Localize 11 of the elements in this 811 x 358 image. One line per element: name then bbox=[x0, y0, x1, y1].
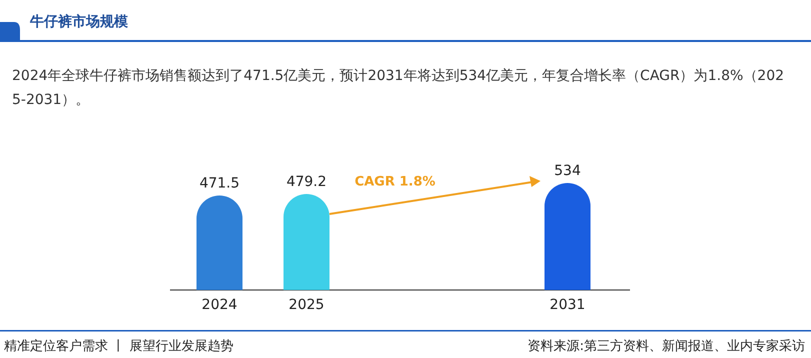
text: 精准定位客户需求 丨 展望行业发展趋势 bbox=[4, 338, 234, 354]
text: 资料来源:第三方资料、新闻报道、业内专家采访 bbox=[528, 338, 805, 354]
chart-title: 牛仔裤市场规模 bbox=[29, 13, 129, 30]
data-label: 479.2 bbox=[286, 174, 327, 190]
x-tick-label: 2031 bbox=[550, 297, 586, 313]
data-label: 471.5 bbox=[199, 176, 240, 192]
x-tick-label: 2025 bbox=[288, 297, 324, 313]
annotation: CAGR 1.8% bbox=[354, 174, 436, 190]
x-tick-label: 2024 bbox=[202, 297, 238, 313]
chart-subtitle: 2024年全球牛仔裤市场销售额达到了471.5亿美元，预计2031年将达到534亿美元，年复合增长率（CAGR）为1.8%（2025-2031）。 bbox=[12, 68, 784, 108]
data-label: 534 bbox=[554, 163, 581, 179]
